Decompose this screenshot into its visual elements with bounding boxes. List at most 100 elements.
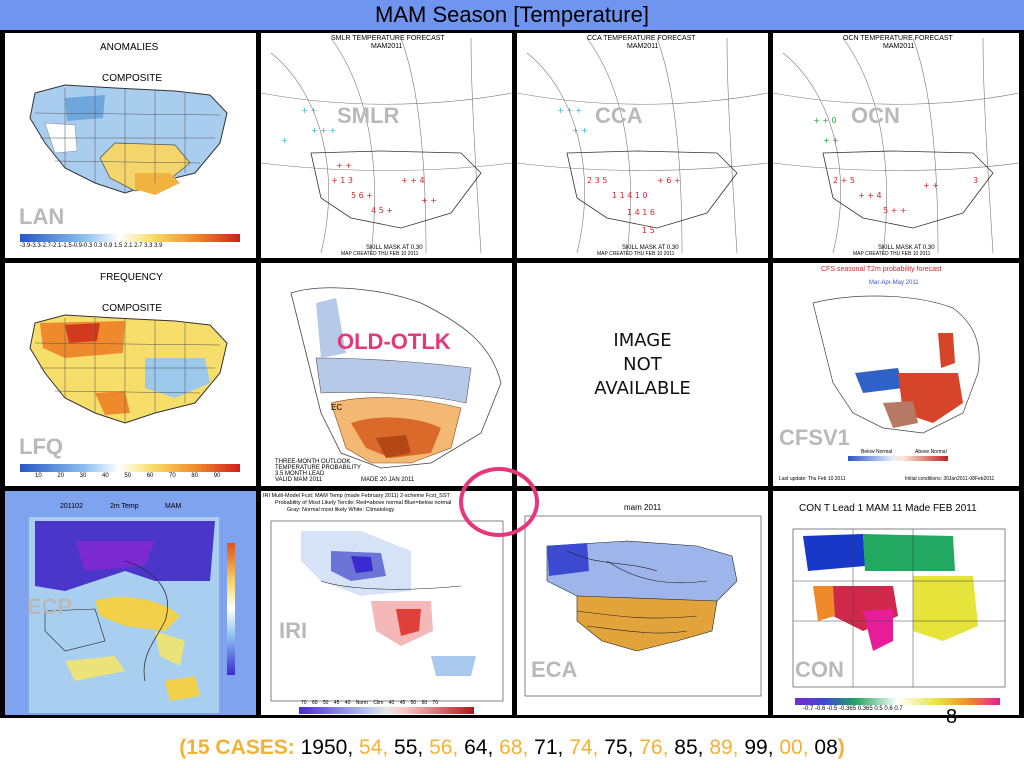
- ocn-created: MAP CREATED THU FEB 10 2011: [853, 251, 931, 257]
- svg-text:+ + 4: + + 4: [858, 191, 882, 200]
- con-map: [792, 528, 1006, 705]
- ecp-map: [29, 517, 235, 713]
- panel-image-not-available: IMAGE NOT AVAILABLE: [517, 263, 768, 486]
- panel-old-otlk: OLD-OTLK EC THREE-MONTH OUTLOOK TEMPERAT…: [261, 263, 512, 486]
- footer-year: 68,: [499, 736, 535, 759]
- old-otlk-caption-3: 3.5 MONTH LEAD: [275, 471, 325, 477]
- ecp-header-date: 201102: [60, 503, 83, 510]
- footer-prefix: (: [179, 736, 187, 759]
- ecp-header-season: MAM: [165, 503, 182, 510]
- svg-text:+ +: + +: [572, 126, 588, 135]
- forecast-grid: ANOMALIES COMPOSITE LAN -3.9-3.3-2.7-2.1…: [0, 30, 1024, 718]
- footer-year: 56,: [429, 736, 465, 759]
- svg-text:+ +: + +: [421, 196, 437, 205]
- highlight-circle-marker: [459, 467, 539, 537]
- footer-cases-label: 15 CASES:: [186, 736, 295, 759]
- svg-text:+: +: [281, 136, 288, 145]
- con-scale: -0.7 -0.6 -0.5 -0.365 0.365 0.5 0.6 0.7: [803, 706, 903, 712]
- footer-year: 85,: [674, 736, 710, 759]
- panel-con: CON T Lead 1 MAM 11 Made FEB 2011 CON -0…: [773, 491, 1019, 715]
- old-otlk-ec-label: EC: [331, 403, 343, 412]
- footer-year: 76,: [639, 736, 675, 759]
- iri-map: [270, 520, 504, 714]
- footer-year: 74,: [569, 736, 605, 759]
- footer-years: 1950, 54, 55, 56, 64, 68, 71, 74, 75, 76…: [301, 736, 838, 759]
- ocn-header: OCN TEMPERATURE FORECAST: [843, 35, 953, 42]
- old-otlk-label: OLD-OTLK: [337, 329, 451, 354]
- smlr-created: MAP CREATED THU FEB 10 2011: [341, 251, 419, 257]
- lan-map: [20, 84, 240, 242]
- eca-map: [524, 515, 762, 697]
- ocn-label: OCN: [851, 103, 900, 128]
- svg-text:2 3 5: 2 3 5: [587, 176, 607, 185]
- svg-text:+ + 0: + + 0: [813, 116, 837, 125]
- lan-scale: -3.9-3.3-2.7-2.1-1.5-0.9-0.3 0.3 0.9 1.5…: [20, 243, 163, 249]
- ecp-label: ECP: [27, 594, 73, 619]
- smlr-label: SMLR: [337, 103, 400, 128]
- footer-year: 75,: [604, 736, 640, 759]
- con-colorbar: [795, 698, 1000, 705]
- svg-text:4 5 +: 4 5 +: [371, 206, 393, 215]
- footer-year: 89,: [709, 736, 745, 759]
- cfsv1-below-normal: Below Normal: [861, 449, 893, 455]
- footer-year: 55,: [394, 736, 430, 759]
- old-otlk-caption-2: TEMPERATURE PROBABILITY: [275, 465, 361, 471]
- svg-text:+ + 4: + + 4: [401, 176, 425, 185]
- ecp-header-variable: 2m Temp: [110, 503, 139, 510]
- footer-year: 00,: [779, 736, 815, 759]
- cfsv1-above-normal: Above Normal: [915, 449, 947, 455]
- con-header: CON T Lead 1 MAM 11 Made FEB 2011: [799, 503, 977, 514]
- footer-suffix: ): [837, 736, 845, 759]
- ecp-colorbar: [227, 543, 235, 675]
- lan-label: LAN: [19, 204, 65, 229]
- cca-label: CCA: [595, 103, 643, 128]
- cfsv1-header: CFS seasonal T2m probability forecast: [821, 266, 942, 273]
- lfq-colorbar: [20, 464, 240, 472]
- cases-footer: (15 CASES: 1950, 54, 55, 56, 64, 68, 71,…: [0, 736, 1024, 760]
- panel-smlr: + 1 3 5 6 + 4 5 + + + 4 + + + + + + + + + + SM…: [261, 33, 512, 258]
- old-otlk-map: [290, 287, 502, 469]
- iri-header-3: Gray: Normal most likely White: Climatol…: [287, 507, 395, 513]
- smlr-map: + 1 3 5 6 + 4 5 + + + 4 + + + + + + + + + +: [261, 37, 512, 254]
- svg-text:+ +: + +: [823, 136, 839, 145]
- cfsv1-colorbar: [848, 456, 948, 461]
- page-number: 8: [946, 706, 958, 728]
- footer-year: 64,: [464, 736, 500, 759]
- svg-text:+ +: + +: [336, 161, 352, 170]
- panel-ecp: 201102 2m Temp MAM ECP: [5, 491, 256, 715]
- lfq-scale: 10 20 30 40 50 60 70 80 90: [35, 473, 221, 479]
- svg-text:3: 3: [973, 176, 978, 185]
- lfq-header-frequency: FREQUENCY: [100, 272, 163, 283]
- cca-created: MAP CREATED THU FEB 10 2011: [597, 251, 675, 257]
- lfq-label: LFQ: [19, 434, 63, 459]
- old-otlk-caption-5: MADE 20 JAN 2011: [361, 477, 415, 483]
- cfsv1-initial-conditions: Initial conditions: 30Jan2011-08Feb2011: [905, 476, 995, 482]
- cfsv1-label: CFSV1: [779, 425, 850, 450]
- cfsv1-header-season: Mar-Apr-May 2011: [869, 280, 919, 286]
- svg-text:+ + +: + + +: [557, 106, 582, 115]
- lan-header-composite: COMPOSITE: [102, 73, 163, 84]
- svg-text:+ 1 3: + 1 3: [331, 176, 353, 185]
- lfq-header-composite: COMPOSITE: [102, 303, 163, 314]
- ocn-skill-mask: SKILL MASK AT 0.30: [878, 245, 935, 251]
- iri-header-1: IRI Multi-Model Fcst: MAM Temp (made Feb…: [263, 493, 450, 499]
- cca-skill-mask: SKILL MASK AT 0.30: [622, 245, 679, 251]
- svg-text:+ +: + +: [301, 106, 317, 115]
- lan-header-anomalies: ANOMALIES: [100, 42, 159, 53]
- panel-lfq: FREQUENCY COMPOSITE LFQ 10 20 30 40 50 6…: [5, 263, 256, 486]
- lfq-map: [20, 314, 240, 472]
- svg-text:1 5: 1 5: [642, 226, 655, 235]
- cca-map: 2 3 5 1 1 4 1 0 1 4 1 6 + 6 + 1 5 + + + + +: [517, 37, 768, 254]
- smlr-header: SMLR TEMPERATURE FORECAST: [331, 35, 445, 42]
- cca-header: CCA TEMPERATURE FORECAST: [587, 35, 696, 42]
- svg-text:5 + +: 5 + +: [883, 206, 907, 215]
- svg-text:1 4 1 6: 1 4 1 6: [627, 208, 655, 217]
- old-otlk-caption-1: THREE-MONTH OUTLOOK: [275, 459, 351, 465]
- svg-text:2 + 5: 2 + 5: [833, 176, 855, 185]
- old-otlk-caption-4: VALID MAM 2011: [275, 477, 323, 483]
- svg-text:1 1 4 1 0: 1 1 4 1 0: [612, 191, 648, 200]
- footer-year: 08: [814, 736, 838, 759]
- panel-eca: mam 2011 ECA: [517, 491, 768, 715]
- con-label: CON: [795, 657, 844, 682]
